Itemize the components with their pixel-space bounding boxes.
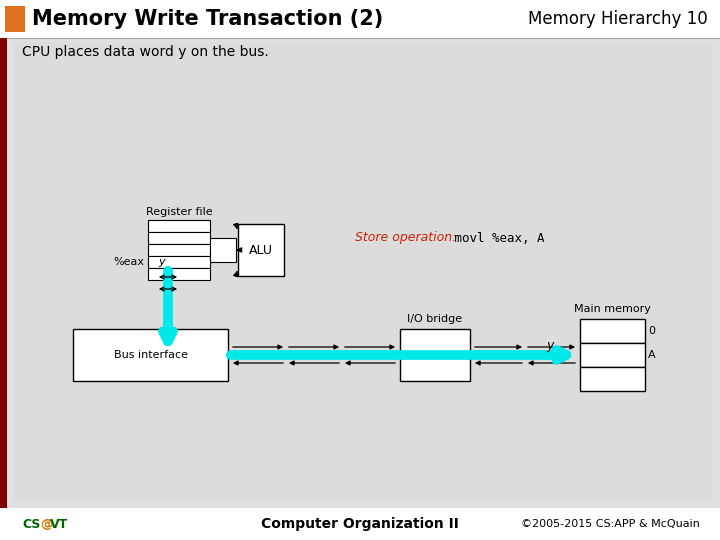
Bar bbox=[148, 232, 210, 244]
Bar bbox=[148, 244, 210, 256]
Text: Bus interface: Bus interface bbox=[114, 350, 187, 360]
Text: @: @ bbox=[40, 517, 53, 530]
Bar bbox=[210, 238, 236, 262]
Bar bbox=[580, 367, 645, 391]
Text: Memory Write Transaction (2): Memory Write Transaction (2) bbox=[32, 9, 383, 29]
Text: movl %eax, A: movl %eax, A bbox=[447, 232, 544, 245]
Text: VT: VT bbox=[50, 517, 68, 530]
Bar bbox=[148, 256, 210, 268]
Text: 0: 0 bbox=[648, 326, 655, 336]
Bar bbox=[73, 329, 228, 381]
Text: I/O bridge: I/O bridge bbox=[408, 314, 462, 324]
Bar bbox=[7, 38, 720, 508]
Bar bbox=[580, 343, 645, 367]
Text: y: y bbox=[158, 257, 166, 267]
Bar bbox=[5, 6, 25, 32]
Text: Memory Hierarchy 10: Memory Hierarchy 10 bbox=[528, 10, 708, 28]
Bar bbox=[148, 220, 210, 232]
Text: CS: CS bbox=[22, 517, 40, 530]
Text: Main memory: Main memory bbox=[574, 304, 651, 314]
Text: %eax: %eax bbox=[113, 257, 144, 267]
Text: Store operation:: Store operation: bbox=[355, 232, 456, 245]
Bar bbox=[580, 319, 645, 343]
Bar bbox=[0, 0, 720, 38]
Text: CPU places data word y on the bus.: CPU places data word y on the bus. bbox=[22, 45, 269, 59]
Bar bbox=[238, 224, 284, 276]
Text: ALU: ALU bbox=[249, 244, 273, 256]
Bar bbox=[400, 329, 470, 381]
Text: Register file: Register file bbox=[145, 207, 212, 217]
Bar bbox=[0, 38, 7, 508]
Text: ©2005-2015 CS:APP & McQuain: ©2005-2015 CS:APP & McQuain bbox=[521, 519, 700, 529]
Bar bbox=[0, 508, 720, 540]
Text: y: y bbox=[546, 340, 554, 353]
Bar bbox=[148, 268, 210, 280]
Bar bbox=[14, 42, 713, 502]
Text: Computer Organization II: Computer Organization II bbox=[261, 517, 459, 531]
Text: A: A bbox=[648, 350, 656, 360]
